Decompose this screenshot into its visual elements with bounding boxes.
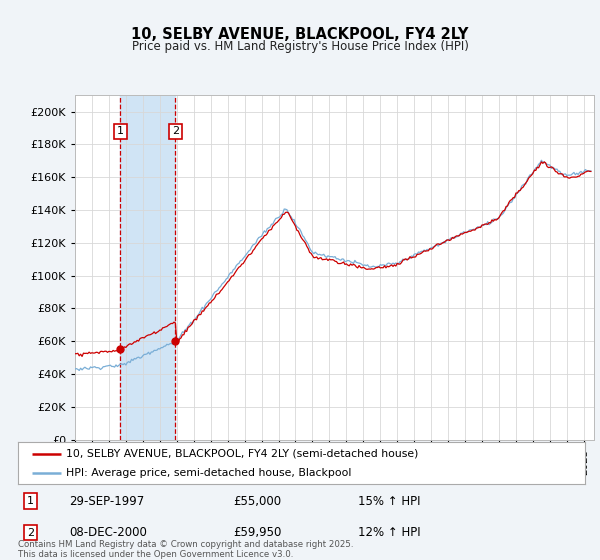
Text: 12% ↑ HPI: 12% ↑ HPI — [358, 526, 421, 539]
Text: £59,950: £59,950 — [233, 526, 282, 539]
Text: 29-SEP-1997: 29-SEP-1997 — [69, 494, 144, 508]
Text: 10, SELBY AVENUE, BLACKPOOL, FY4 2LY (semi-detached house): 10, SELBY AVENUE, BLACKPOOL, FY4 2LY (se… — [66, 449, 419, 459]
Text: 2: 2 — [172, 127, 179, 137]
Text: 2: 2 — [27, 528, 34, 538]
Text: Contains HM Land Registry data © Crown copyright and database right 2025.
This d: Contains HM Land Registry data © Crown c… — [18, 540, 353, 559]
Text: 1: 1 — [117, 127, 124, 137]
Text: HPI: Average price, semi-detached house, Blackpool: HPI: Average price, semi-detached house,… — [66, 468, 352, 478]
Text: 15% ↑ HPI: 15% ↑ HPI — [358, 494, 421, 508]
Text: 1: 1 — [27, 496, 34, 506]
Text: £55,000: £55,000 — [233, 494, 281, 508]
Bar — [120, 95, 175, 440]
Text: 08-DEC-2000: 08-DEC-2000 — [69, 526, 147, 539]
Text: Price paid vs. HM Land Registry's House Price Index (HPI): Price paid vs. HM Land Registry's House … — [131, 40, 469, 53]
Text: 10, SELBY AVENUE, BLACKPOOL, FY4 2LY: 10, SELBY AVENUE, BLACKPOOL, FY4 2LY — [131, 27, 469, 42]
